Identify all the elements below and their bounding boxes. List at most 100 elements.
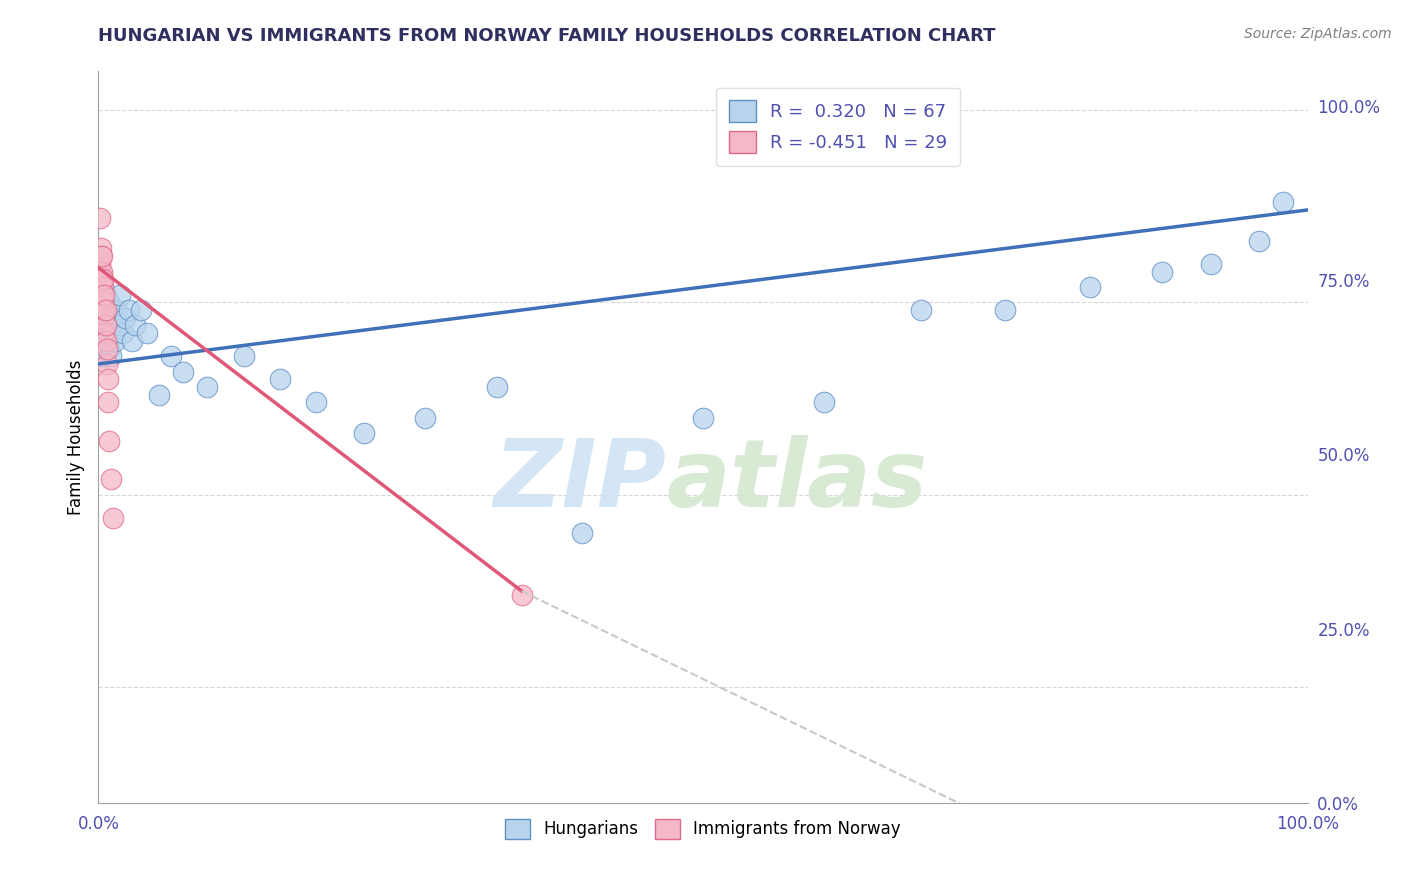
- Point: [91, 318, 114, 333]
- Point: [910, 303, 932, 318]
- Point: [93, 326, 115, 340]
- Point: [1249, 234, 1271, 248]
- Point: [1078, 280, 1101, 294]
- Point: [135, 326, 157, 340]
- Point: [91, 272, 114, 286]
- Point: [93, 334, 115, 348]
- Point: [103, 310, 125, 325]
- Point: [118, 303, 141, 318]
- Point: [129, 303, 152, 318]
- Point: [93, 349, 115, 363]
- Point: [93, 303, 115, 318]
- Point: [94, 326, 117, 340]
- Point: [90, 249, 112, 263]
- Point: [510, 588, 533, 602]
- Point: [89, 211, 111, 225]
- Point: [89, 310, 111, 325]
- Point: [91, 280, 114, 294]
- Point: [813, 395, 835, 409]
- Point: [90, 264, 112, 278]
- Point: [94, 287, 117, 301]
- Point: [105, 303, 128, 318]
- Point: [108, 318, 131, 333]
- Point: [98, 295, 121, 310]
- Point: [353, 426, 375, 441]
- Point: [94, 318, 117, 333]
- Text: atlas: atlas: [666, 435, 928, 527]
- Y-axis label: Family Households: Family Households: [66, 359, 84, 515]
- Point: [93, 318, 115, 333]
- Point: [101, 326, 124, 340]
- Point: [486, 380, 509, 394]
- Point: [96, 318, 118, 333]
- Point: [90, 303, 112, 318]
- Point: [91, 295, 114, 310]
- Point: [90, 326, 112, 340]
- Point: [89, 342, 111, 356]
- Point: [91, 310, 114, 325]
- Point: [97, 395, 120, 409]
- Point: [97, 310, 120, 325]
- Point: [994, 303, 1017, 318]
- Point: [91, 249, 114, 263]
- Point: [96, 303, 118, 318]
- Point: [96, 342, 118, 356]
- Point: [101, 511, 124, 525]
- Point: [232, 349, 254, 363]
- Point: [90, 334, 112, 348]
- Point: [571, 526, 593, 541]
- Point: [124, 318, 146, 333]
- Point: [104, 334, 127, 348]
- Point: [90, 272, 112, 286]
- Point: [692, 410, 714, 425]
- Point: [98, 342, 121, 356]
- Point: [160, 349, 183, 363]
- Point: [121, 334, 143, 348]
- Point: [91, 272, 114, 286]
- Point: [94, 334, 117, 348]
- Point: [91, 349, 114, 363]
- Point: [89, 287, 111, 301]
- Text: ZIP: ZIP: [494, 435, 666, 527]
- Point: [93, 287, 115, 301]
- Point: [413, 410, 436, 425]
- Point: [98, 434, 121, 448]
- Point: [91, 303, 114, 318]
- Point: [90, 242, 112, 256]
- Text: Source: ZipAtlas.com: Source: ZipAtlas.com: [1244, 27, 1392, 41]
- Point: [91, 280, 114, 294]
- Point: [93, 303, 115, 318]
- Point: [91, 287, 114, 301]
- Point: [100, 303, 122, 318]
- Point: [195, 380, 218, 394]
- Point: [108, 287, 131, 301]
- Point: [111, 326, 134, 340]
- Point: [91, 326, 114, 340]
- Point: [172, 365, 194, 379]
- Point: [1199, 257, 1222, 271]
- Point: [148, 388, 170, 402]
- Point: [97, 326, 120, 340]
- Point: [91, 295, 114, 310]
- Legend: Hungarians, Immigrants from Norway: Hungarians, Immigrants from Norway: [498, 812, 908, 846]
- Point: [91, 287, 114, 301]
- Point: [100, 349, 122, 363]
- Point: [305, 395, 328, 409]
- Point: [269, 372, 291, 386]
- Point: [90, 287, 112, 301]
- Point: [89, 257, 111, 271]
- Point: [91, 295, 114, 310]
- Point: [114, 310, 136, 325]
- Point: [97, 372, 120, 386]
- Point: [91, 264, 114, 278]
- Point: [94, 310, 117, 325]
- Text: HUNGARIAN VS IMMIGRANTS FROM NORWAY FAMILY HOUSEHOLDS CORRELATION CHART: HUNGARIAN VS IMMIGRANTS FROM NORWAY FAMI…: [98, 27, 995, 45]
- Point: [94, 303, 117, 318]
- Point: [96, 357, 118, 371]
- Point: [90, 280, 112, 294]
- Point: [91, 310, 114, 325]
- Point: [1152, 264, 1174, 278]
- Point: [100, 318, 122, 333]
- Point: [91, 342, 114, 356]
- Point: [100, 472, 122, 486]
